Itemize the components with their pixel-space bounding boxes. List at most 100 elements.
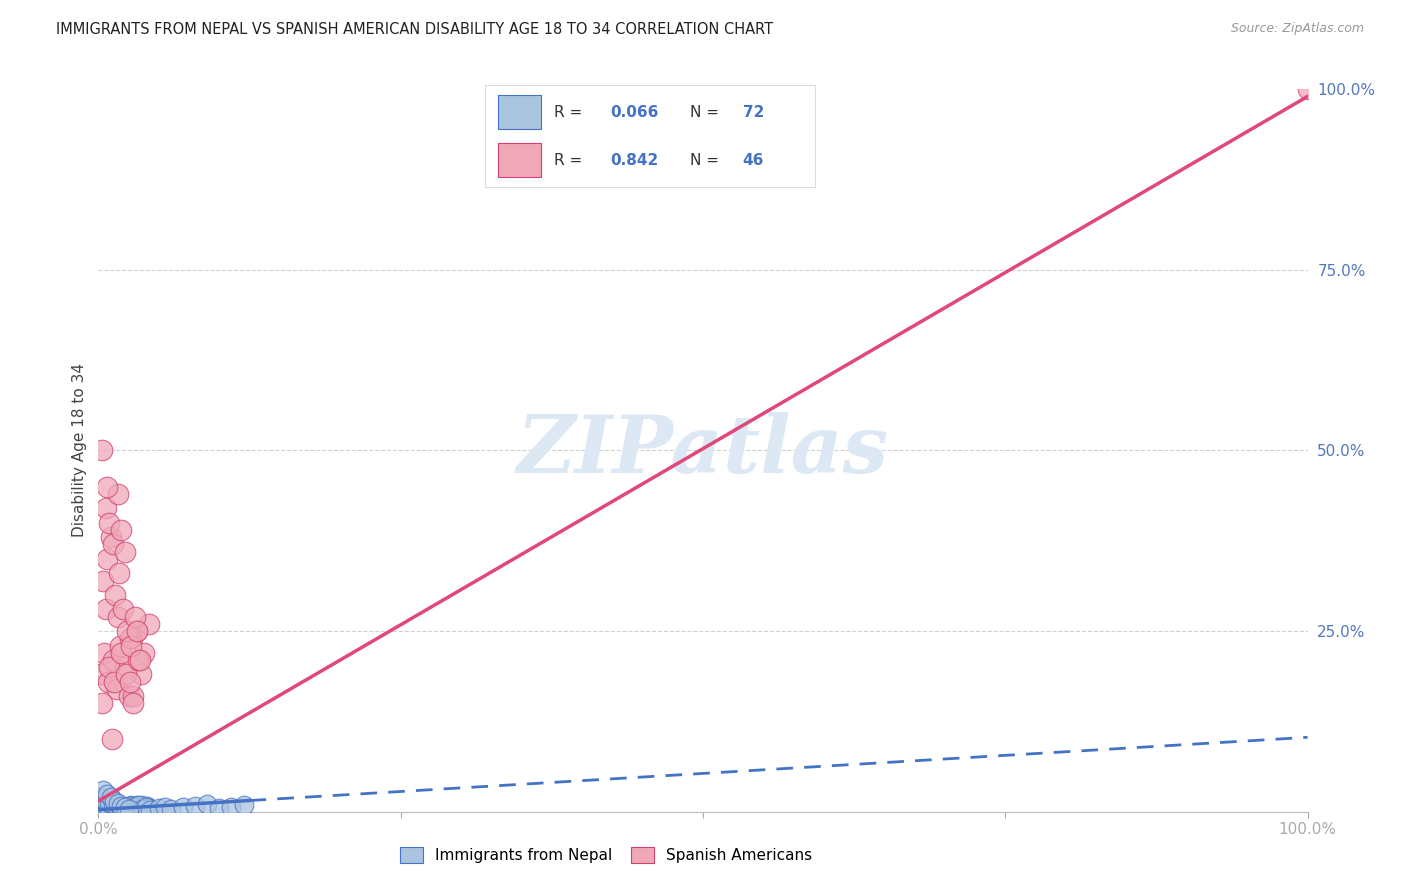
Point: [98, 802, 121, 816]
Point: [104, 801, 127, 815]
Point: [96, 800, 118, 814]
Point: [135, 803, 157, 817]
Point: [91, 696, 114, 710]
Point: [127, 624, 149, 639]
Point: [195, 797, 218, 812]
Point: [111, 602, 134, 616]
Point: [131, 802, 153, 816]
Point: [91, 791, 114, 805]
Point: [96, 480, 118, 494]
Point: [115, 801, 138, 815]
Point: [160, 802, 183, 816]
Point: [98, 796, 121, 810]
Text: N =: N =: [690, 153, 724, 169]
Point: [103, 800, 125, 814]
Point: [124, 799, 146, 814]
Point: [115, 667, 138, 681]
Point: [108, 803, 131, 817]
Point: [101, 800, 124, 814]
Point: [91, 783, 114, 797]
Point: [91, 574, 114, 588]
Point: [135, 799, 157, 814]
Point: [103, 794, 125, 808]
Point: [127, 798, 149, 813]
Point: [138, 616, 160, 631]
Point: [128, 653, 150, 667]
Point: [100, 530, 122, 544]
Point: [105, 681, 128, 696]
Text: 0.066: 0.066: [610, 105, 659, 120]
Point: [120, 801, 142, 815]
Point: [111, 803, 134, 817]
Point: [129, 803, 152, 817]
Point: [107, 609, 129, 624]
Point: [105, 799, 128, 814]
Point: [91, 443, 114, 458]
Point: [100, 799, 122, 814]
Point: [98, 516, 121, 530]
Point: [221, 799, 243, 814]
Point: [94, 794, 117, 808]
Point: [110, 799, 132, 814]
Point: [94, 794, 117, 808]
Point: [112, 802, 135, 816]
Point: [118, 674, 141, 689]
Point: [118, 799, 141, 814]
Point: [100, 790, 122, 805]
Point: [110, 799, 132, 814]
Point: [122, 802, 145, 816]
Text: N =: N =: [690, 105, 724, 120]
Point: [97, 674, 120, 689]
Point: [108, 799, 131, 814]
Point: [1296, 82, 1319, 96]
Point: [184, 799, 207, 814]
FancyBboxPatch shape: [498, 95, 541, 128]
Text: 46: 46: [742, 153, 765, 169]
Text: Source: ZipAtlas.com: Source: ZipAtlas.com: [1230, 22, 1364, 36]
Point: [101, 797, 124, 812]
Legend: Immigrants from Nepal, Spanish Americans: Immigrants from Nepal, Spanish Americans: [394, 841, 818, 869]
Point: [90, 667, 112, 681]
Point: [208, 801, 231, 815]
Point: [105, 803, 128, 817]
Point: [94, 501, 117, 516]
Point: [104, 588, 127, 602]
Point: [117, 803, 139, 817]
Point: [107, 487, 129, 501]
Point: [117, 802, 139, 816]
Point: [89, 790, 111, 805]
Point: [101, 653, 124, 667]
Point: [97, 799, 120, 814]
Point: [93, 646, 115, 660]
Point: [127, 653, 149, 667]
Point: [138, 801, 160, 815]
Point: [100, 732, 122, 747]
Text: R =: R =: [554, 153, 588, 169]
Point: [232, 798, 254, 813]
Point: [172, 800, 194, 814]
Point: [108, 566, 131, 581]
Point: [124, 800, 146, 814]
Point: [118, 689, 141, 703]
Point: [103, 674, 125, 689]
Point: [128, 803, 150, 817]
Point: [117, 624, 139, 639]
Point: [110, 523, 132, 537]
Point: [93, 803, 115, 817]
Point: [148, 801, 170, 815]
Point: [120, 798, 142, 813]
Point: [118, 802, 141, 816]
Point: [120, 639, 142, 653]
Point: [94, 602, 117, 616]
Point: [107, 796, 129, 810]
Point: [127, 624, 149, 639]
Point: [118, 632, 141, 646]
Point: [96, 551, 118, 566]
Point: [112, 799, 135, 814]
Point: [127, 800, 149, 814]
Point: [98, 660, 121, 674]
Text: IMMIGRANTS FROM NEPAL VS SPANISH AMERICAN DISABILITY AGE 18 TO 34 CORRELATION CH: IMMIGRANTS FROM NEPAL VS SPANISH AMERICA…: [56, 22, 773, 37]
Point: [129, 667, 152, 681]
Point: [110, 646, 132, 660]
Point: [125, 801, 148, 815]
